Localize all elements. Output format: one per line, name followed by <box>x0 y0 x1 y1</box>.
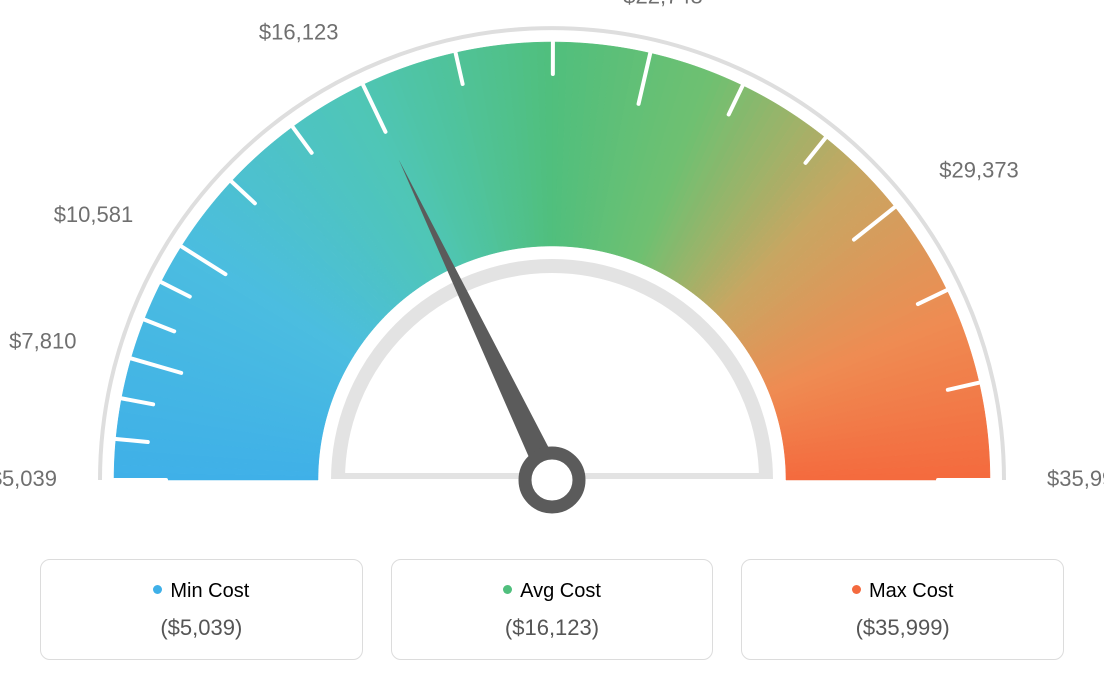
legend-title-min: Min Cost <box>51 580 352 603</box>
gauge-svg: $5,039 $7,810 $10,581 $16,123 $22,748 $29,373… <box>0 0 1104 540</box>
gauge-label: $16,123 <box>259 19 339 44</box>
gauge-label: $29,373 <box>939 158 1019 183</box>
legend-card-avg: Avg Cost ($16,123) <box>391 559 714 660</box>
legend-title-avg: Avg Cost <box>402 580 703 603</box>
legend-title-max-text: Max Cost <box>869 580 953 602</box>
gauge-label: $22,748 <box>623 0 703 9</box>
legend-title-avg-text: Avg Cost <box>520 580 601 602</box>
legend-card-min: Min Cost ($5,039) <box>40 559 363 660</box>
legend-value-min: ($5,039) <box>51 615 352 641</box>
gauge-label: $35,999 <box>1047 466 1104 491</box>
legend-dot-max <box>852 585 861 594</box>
gauge-label: $5,039 <box>0 466 57 491</box>
gauge-label: $7,810 <box>9 329 76 354</box>
legend-title-max: Max Cost <box>752 580 1053 603</box>
legend-row: Min Cost ($5,039) Avg Cost ($16,123) Max… <box>40 559 1064 660</box>
gauge-area: $5,039 $7,810 $10,581 $16,123 $22,748 $29,373… <box>0 0 1104 520</box>
legend-title-min-text: Min Cost <box>170 580 249 602</box>
legend-card-max: Max Cost ($35,999) <box>741 559 1064 660</box>
legend-dot-avg <box>503 585 512 594</box>
gauge-label: $10,581 <box>54 202 134 227</box>
legend-value-max: ($35,999) <box>752 615 1053 641</box>
gauge-needle-hub <box>525 453 579 507</box>
legend-dot-min <box>153 585 162 594</box>
legend-value-avg: ($16,123) <box>402 615 703 641</box>
cost-gauge-chart: $5,039 $7,810 $10,581 $16,123 $22,748 $29,373… <box>0 0 1104 690</box>
